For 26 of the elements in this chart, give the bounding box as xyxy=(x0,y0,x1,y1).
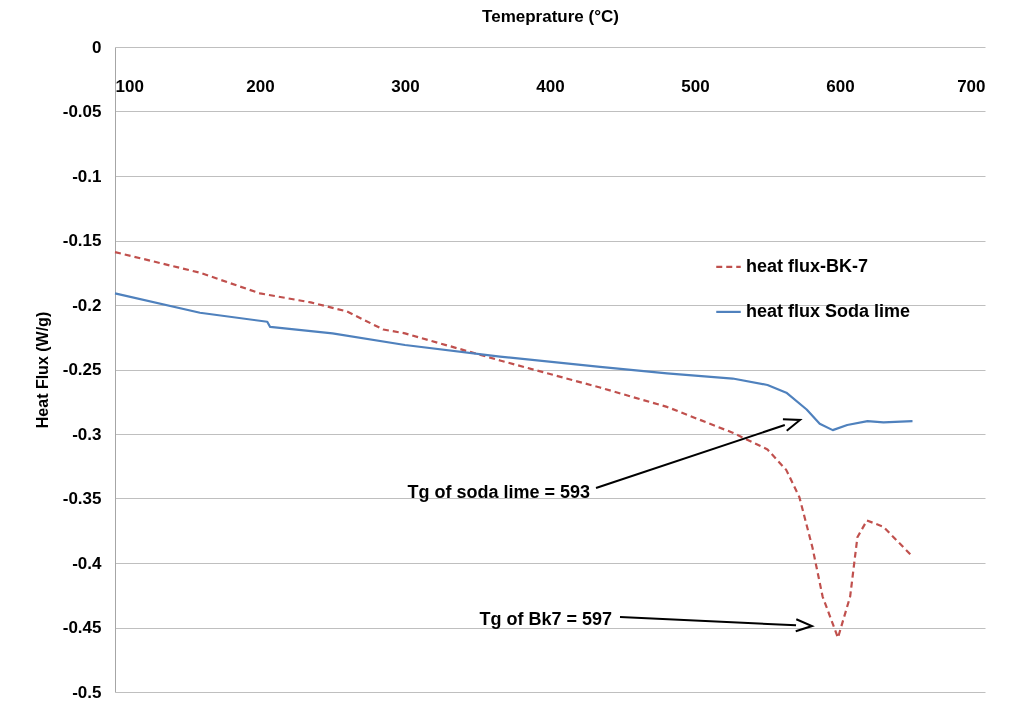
line-series xyxy=(113,292,914,432)
y-tick-label: -0.25 xyxy=(62,360,102,379)
y-tick-label: -0.15 xyxy=(62,231,102,250)
x-tick-label: 700 xyxy=(957,76,986,96)
x-tick-label: 400 xyxy=(536,76,565,96)
annotation: Tg of soda lime = 593 xyxy=(407,481,590,502)
y-tick-label: -0.1 xyxy=(72,166,102,186)
y-tick-label: -0.5 xyxy=(72,682,102,702)
y-tick-label: -0.35 xyxy=(62,489,102,508)
x-tick-label: 600 xyxy=(826,76,855,96)
y-tick-label: -0.3 xyxy=(72,424,102,444)
y-tick-label: -0.05 xyxy=(62,102,102,121)
y-tick-label: -0.4 xyxy=(72,553,103,573)
legend-label: heat flux Soda lime xyxy=(746,300,911,321)
line-series xyxy=(113,251,914,639)
annotation: Tg of Bk7 = 597 xyxy=(479,608,612,629)
x-tick-label: 200 xyxy=(246,76,275,96)
y-tick-label: -0.45 xyxy=(62,618,102,637)
x-tick-label: 300 xyxy=(391,76,420,96)
x-tick-label: 500 xyxy=(681,76,710,96)
y-axis-title: Heat Flux (W/g) xyxy=(33,311,51,429)
x-axis-title: Temeprature (°C) xyxy=(482,6,619,26)
x-tick-label: 100 xyxy=(115,76,144,96)
legend-label: heat flux-BK-7 xyxy=(746,255,869,276)
y-tick-label: -0.2 xyxy=(72,295,102,315)
y-tick-label: 0 xyxy=(92,37,102,57)
